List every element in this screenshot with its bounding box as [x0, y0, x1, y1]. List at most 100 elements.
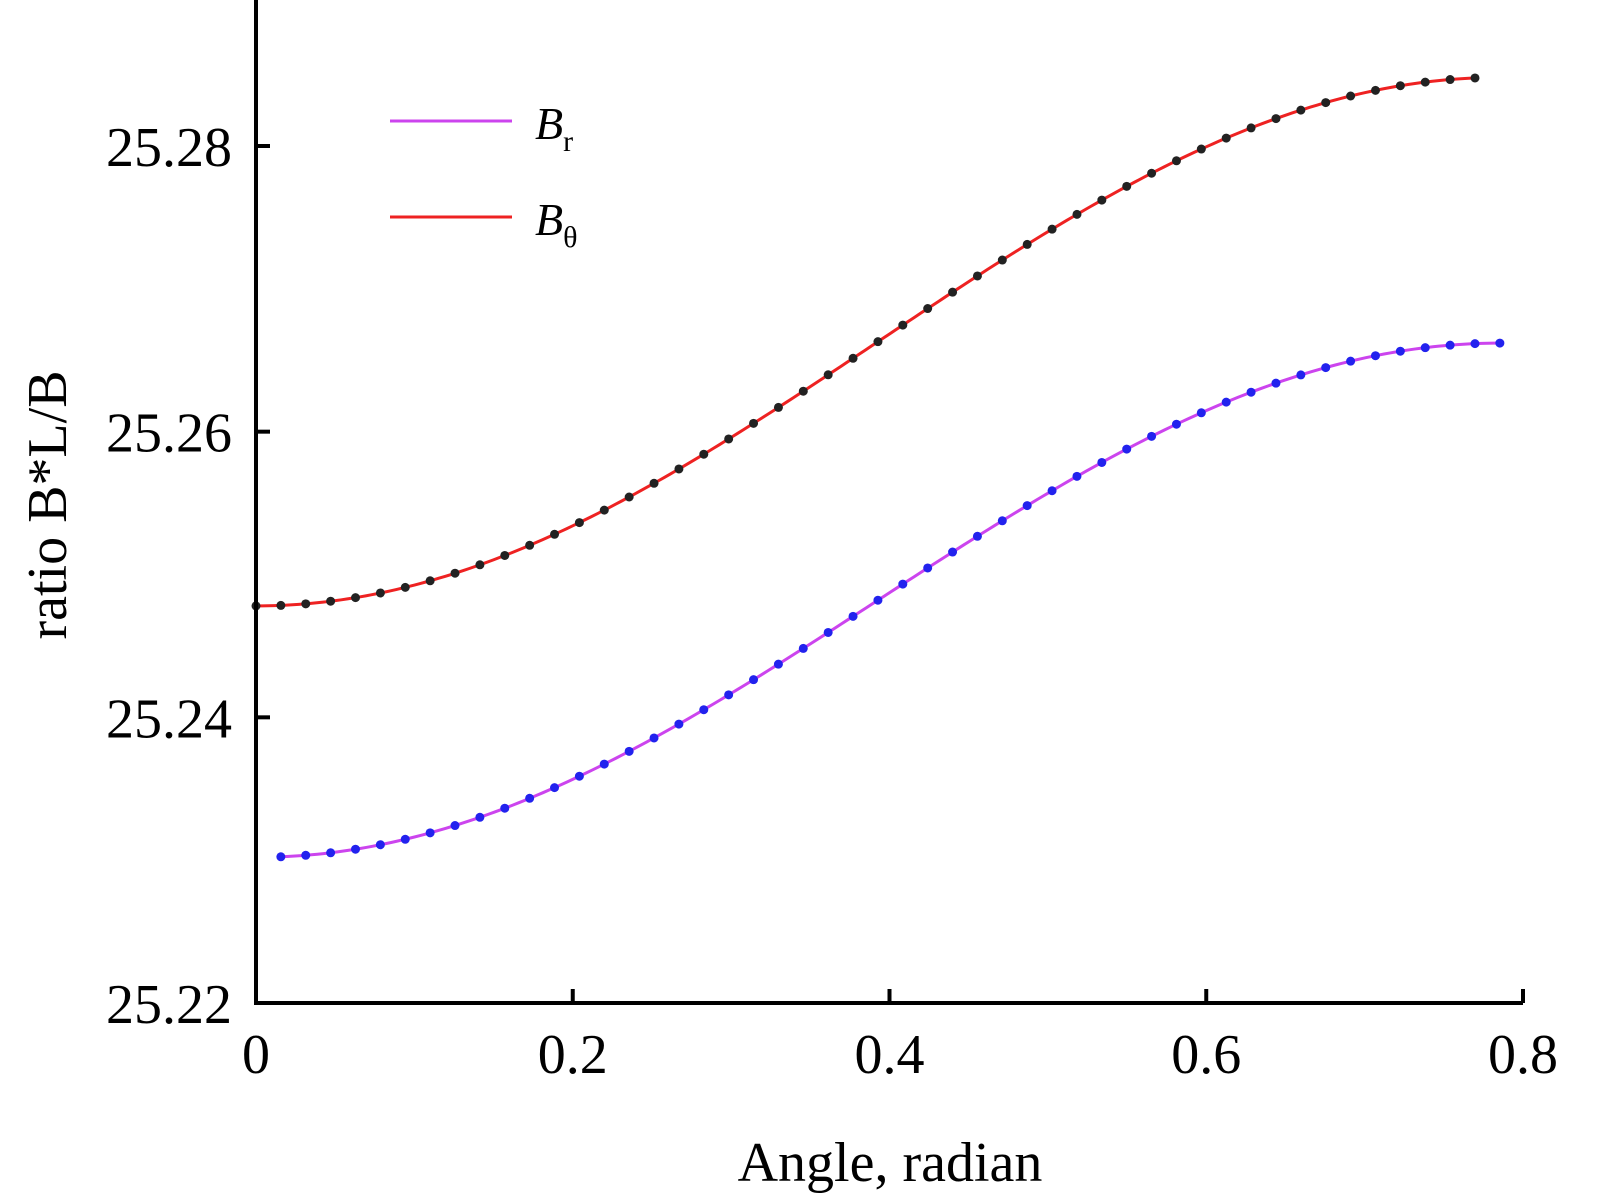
data-point-btheta: [948, 287, 958, 297]
x-tick-label: 0.6: [1171, 1024, 1241, 1086]
x-tick-label: 0.2: [538, 1024, 608, 1086]
data-point-btheta: [1221, 133, 1231, 143]
data-point-btheta: [574, 518, 584, 528]
data-point-br: [1147, 431, 1157, 441]
data-point-btheta: [724, 434, 734, 444]
data-point-br: [649, 733, 659, 743]
axes: [254, 0, 1523, 1005]
data-point-br: [724, 690, 734, 700]
data-point-br: [997, 516, 1007, 526]
data-point-btheta: [550, 529, 560, 539]
legend: Br Bθ: [390, 98, 577, 254]
data-point-btheta: [276, 600, 286, 610]
y-tick-label: 25.28: [106, 117, 232, 179]
data-point-br: [400, 834, 410, 844]
data-point-btheta: [923, 304, 933, 314]
data-point-br: [525, 793, 535, 803]
data-point-br: [1246, 387, 1256, 397]
data-point-btheta: [848, 353, 858, 363]
data-point-btheta: [1196, 144, 1206, 154]
data-point-br: [550, 783, 560, 793]
data-point-br: [1296, 370, 1306, 380]
series-line-btheta: [255, 76, 1476, 608]
data-point-btheta: [475, 560, 485, 570]
data-point-btheta: [1022, 239, 1032, 249]
data-point-br: [450, 821, 460, 831]
data-point-br: [972, 531, 982, 541]
y-tick-label: 25.24: [106, 688, 232, 750]
data-point-btheta: [1445, 75, 1455, 85]
data-point-btheta: [749, 418, 759, 428]
data-point-br: [1321, 363, 1331, 373]
data-point-br: [1346, 356, 1356, 366]
data-point-btheta: [599, 505, 609, 515]
data-point-btheta: [1271, 114, 1281, 124]
data-point-br: [1221, 397, 1231, 407]
data-point-br: [301, 850, 311, 860]
data-point-btheta: [699, 449, 709, 459]
y-ticks: 25.22 25.24 25.26 25.28: [106, 117, 270, 1036]
data-point-br: [848, 611, 858, 621]
data-point-btheta: [674, 464, 684, 474]
data-point-btheta: [1395, 81, 1405, 91]
data-point-btheta: [1296, 105, 1306, 115]
data-point-br: [276, 852, 286, 862]
data-point-br: [1072, 471, 1082, 481]
data-point-br: [1022, 501, 1032, 511]
data-point-btheta: [525, 540, 535, 550]
data-point-btheta: [1072, 209, 1082, 219]
data-point-br: [351, 844, 360, 854]
data-point-br: [823, 627, 833, 637]
data-point-br: [1271, 378, 1281, 388]
data-point-br: [1420, 343, 1430, 353]
data-point-br: [1097, 457, 1107, 467]
plot-lines: [255, 76, 1500, 859]
data-point-br: [749, 675, 759, 685]
data-point-btheta: [1420, 77, 1430, 87]
x-axis-title: Angle, radian: [738, 1132, 1043, 1194]
data-point-btheta: [425, 576, 435, 586]
data-point-btheta: [773, 402, 783, 412]
x-ticks: 0 0.2 0.4 0.6 0.8: [242, 989, 1558, 1086]
data-point-btheta: [1097, 195, 1107, 205]
series-line-br: [280, 341, 1500, 859]
data-point-br: [425, 828, 435, 838]
data-point-btheta: [1346, 91, 1356, 101]
data-point-br: [1047, 486, 1057, 496]
data-point-btheta: [898, 320, 908, 330]
data-point-btheta: [1321, 98, 1331, 108]
data-point-br: [624, 746, 634, 756]
data-point-btheta: [1122, 181, 1132, 191]
data-point-br: [475, 812, 485, 822]
data-point-br: [1122, 444, 1132, 454]
y-tick-label: 25.22: [106, 974, 232, 1036]
data-point-br: [898, 579, 908, 589]
data-point-btheta: [450, 568, 460, 578]
data-point-br: [1196, 408, 1206, 418]
data-point-br: [773, 659, 783, 669]
data-point-br: [923, 563, 933, 573]
data-point-btheta: [1171, 156, 1181, 166]
data-point-br: [1370, 351, 1380, 361]
data-point-btheta: [1246, 123, 1256, 133]
data-point-br: [1171, 419, 1181, 429]
data-point-br: [699, 705, 709, 715]
data-point-br: [1445, 340, 1455, 350]
data-point-btheta: [1470, 73, 1480, 83]
plot-markers: [251, 73, 1505, 862]
legend-label-br: Br: [535, 98, 573, 158]
y-tick-label: 25.26: [106, 403, 232, 465]
x-tick-label: 0.8: [1488, 1024, 1558, 1086]
data-point-btheta: [400, 582, 410, 592]
data-point-btheta: [997, 255, 1007, 265]
data-point-btheta: [1047, 224, 1057, 234]
data-point-btheta: [1370, 85, 1380, 95]
data-point-br: [1495, 338, 1505, 348]
x-tick-label: 0.4: [855, 1024, 925, 1086]
data-point-btheta: [301, 599, 311, 609]
data-point-br: [948, 547, 958, 557]
data-point-btheta: [1147, 168, 1157, 178]
data-point-btheta: [649, 478, 659, 488]
